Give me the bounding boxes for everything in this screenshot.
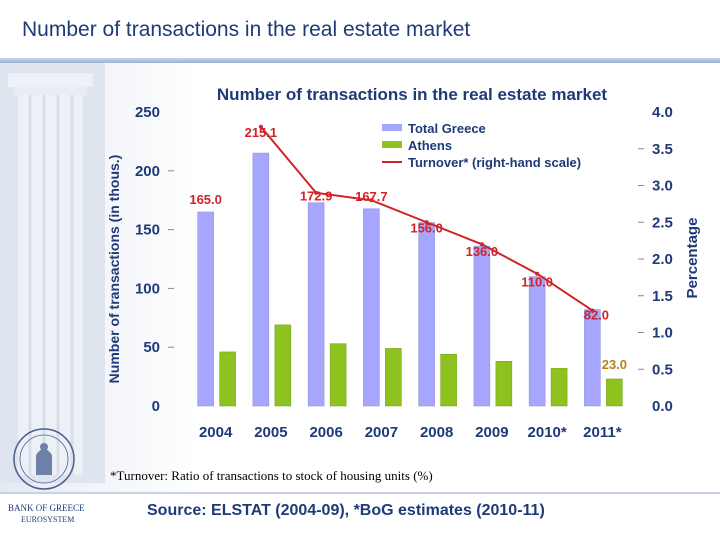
data-label-total: 110.0	[521, 275, 553, 290]
x-tick-label: 2005	[254, 424, 287, 441]
legend-swatch	[382, 124, 402, 131]
legend-label: Total Greece	[408, 121, 486, 136]
data-label-total: 156.0	[410, 221, 443, 236]
data-label-total: 167.7	[355, 189, 388, 204]
bank-seal-icon	[13, 428, 75, 490]
data-label-total: 172.9	[300, 189, 333, 204]
y-tick-label: 200	[135, 163, 160, 180]
turnover-point	[424, 220, 429, 225]
slide-title: Number of transactions in the real estat…	[22, 18, 471, 41]
x-tick-label: 2006	[309, 424, 342, 441]
chart-turnover-line	[258, 124, 595, 313]
turnover-footnote: *Turnover: Ratio of transactions to stoc…	[110, 468, 433, 483]
header-rule	[0, 58, 720, 63]
y2-tick-label: 3.5	[652, 141, 673, 158]
slide-header: Number of transactions in the real estat…	[0, 0, 720, 63]
chart-bars	[197, 152, 623, 407]
chart-axes: 0 50 100 150 200 250 0.0 0.5 1.0 1.5 2.0 2.5 3.0 3.5 4…	[135, 104, 673, 415]
bar-total-greece	[197, 211, 214, 407]
legend-label: Athens	[408, 138, 452, 153]
y-tick-label: 100	[135, 280, 160, 297]
data-label-athens: 23.0	[602, 357, 627, 372]
data-label-total: 165.0	[189, 192, 222, 207]
bar-athens	[329, 343, 347, 407]
greek-column-decoration	[0, 63, 105, 483]
chart-legend: Total Greece Athens Turnover* (right-hand …	[382, 121, 581, 170]
y2-tick-label: 2.5	[652, 214, 673, 231]
x-tick-label: 2010*	[528, 424, 567, 441]
y2-tick-label: 1.0	[652, 325, 673, 342]
turnover-point	[535, 271, 540, 276]
data-label-total: 82.0	[584, 308, 609, 323]
x-tick-label: 2009	[475, 424, 508, 441]
bar-athens	[219, 351, 236, 407]
x-tick-label: 2008	[420, 424, 453, 441]
bar-total-greece	[473, 245, 491, 407]
x-tick-label: 2007	[365, 424, 398, 441]
bar-total-greece	[528, 276, 546, 407]
x-tick-label: 2011*	[583, 424, 622, 441]
turnover-point	[369, 198, 374, 203]
chart-title: Number of transactions in the real estat…	[217, 85, 608, 104]
turnover-point	[590, 308, 595, 313]
bar-total-greece	[584, 309, 601, 407]
y-tick-label: 0	[152, 398, 160, 415]
source-note: Source: ELSTAT (2004-09), *BoG estimates…	[147, 502, 545, 519]
legend-label: Turnover* (right-hand scale)	[408, 155, 581, 170]
bar-total-greece	[252, 152, 270, 407]
data-label-total: 136.0	[466, 244, 499, 259]
bar-athens	[274, 324, 292, 407]
bar-athens	[440, 354, 457, 407]
bar-athens	[385, 348, 402, 407]
bar-total-greece	[363, 208, 380, 407]
bar-athens	[495, 361, 513, 407]
transactions-chart: 0 50 100 150 200 250 0.0 0.5 1.0 1.5 2.0 2.5 3.0 3.5 4…	[106, 85, 701, 441]
bar-athens	[606, 378, 623, 407]
bar-total-greece	[307, 202, 325, 407]
y2-axis-label: Percentage	[684, 218, 701, 299]
footer-bar	[0, 492, 720, 542]
turnover-point	[314, 190, 319, 195]
y-tick-label: 250	[135, 104, 160, 121]
legend-swatch	[382, 141, 402, 148]
eurosystem-label: EUROSYSTEM	[21, 515, 75, 524]
y2-tick-label: 4.0	[652, 104, 673, 121]
y2-tick-label: 0.5	[652, 361, 673, 378]
slide-background	[0, 63, 720, 493]
y2-tick-label: 0.0	[652, 398, 673, 415]
bar-athens	[550, 368, 568, 407]
y2-tick-label: 3.0	[652, 178, 673, 195]
data-label-total: 215.1	[245, 125, 278, 140]
bank-name: BANK OF GREECE	[8, 503, 85, 513]
y-tick-label: 150	[135, 222, 160, 239]
y2-tick-label: 2.0	[652, 251, 673, 268]
turnover-point	[258, 124, 263, 129]
chart-labels: 2004 165.0 2005 215.1 2006 172.9 2007 167.7 2008…	[189, 125, 627, 441]
x-tick-label: 2004	[199, 424, 233, 441]
y2-tick-label: 1.5	[652, 288, 673, 305]
y-tick-label: 50	[143, 339, 160, 356]
bar-total-greece	[418, 222, 435, 407]
turnover-point	[479, 242, 484, 247]
y-axis-label: Number of transactions (in thous.)	[106, 155, 122, 384]
